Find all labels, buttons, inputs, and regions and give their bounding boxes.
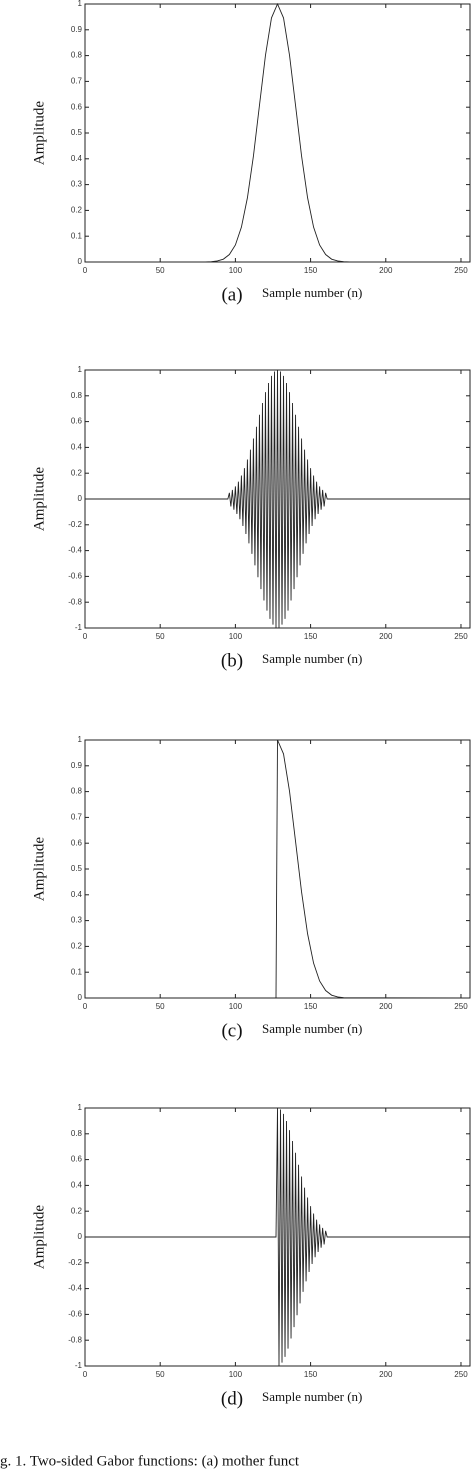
x-tick-label: 50 [156,632,165,641]
y-tick-label: 0.2 [71,1206,83,1215]
x-axis-label: Sample number (n) [262,285,362,300]
y-tick-label: 0.2 [71,206,83,215]
y-tick-label: 0 [78,494,83,503]
x-tick-label: 150 [304,1002,318,1011]
figure-caption: g. 1. Two-sided Gabor functions: (a) mot… [0,1453,300,1469]
x-tick-label: 150 [304,266,318,275]
y-tick-label: 0.8 [71,51,83,60]
y-tick-label: -0.2 [68,1258,82,1267]
y-tick-label: 0.8 [71,391,83,400]
y-tick-label: 0.6 [71,1155,83,1164]
x-tick-label: 0 [83,1370,88,1379]
x-tick-label: 150 [304,632,318,641]
y-tick-label: 0.8 [71,1129,83,1138]
y-tick-label: 0.3 [71,916,83,925]
y-tick-label: 0.9 [71,25,83,34]
x-axis-label: Sample number (n) [262,651,362,666]
y-tick-label: 0.3 [71,180,83,189]
y-tick-label: -0.6 [68,572,82,581]
signal-line [85,2,470,263]
x-tick-label: 100 [229,632,243,641]
x-tick-label: 150 [304,1370,318,1379]
x-tick-label: 100 [229,1002,243,1011]
y-tick-label: 0.6 [71,838,83,847]
y-tick-label: 0.7 [71,77,83,86]
y-tick-label: 0.5 [71,128,83,137]
y-tick-label: -0.4 [68,1284,82,1293]
y-tick-label: -0.2 [68,520,82,529]
y-tick-label: -1 [75,623,83,632]
x-tick-label: 200 [379,632,393,641]
x-tick-label: 200 [379,266,393,275]
y-tick-label: 0.2 [71,468,83,477]
x-tick-label: 100 [229,266,243,275]
y-tick-label: -0.6 [68,1310,82,1319]
x-tick-label: 0 [83,266,88,275]
y-tick-label: 0.1 [71,967,83,976]
x-tick-label: 200 [379,1002,393,1011]
y-tick-label: 1 [78,0,83,8]
y-tick-label: 0.1 [71,231,83,240]
y-tick-label: 0.5 [71,864,83,873]
y-tick-label: 0 [78,993,83,1002]
y-tick-label: -0.4 [68,546,82,555]
y-axis-label: Amplitude [31,1205,47,1270]
x-tick-label: 250 [454,1370,468,1379]
x-tick-label: 250 [454,1002,468,1011]
x-tick-label: 50 [156,1002,165,1011]
y-tick-label: 1 [78,365,83,374]
y-tick-label: -0.8 [68,1335,82,1344]
y-tick-label: 0.9 [71,761,83,770]
x-tick-label: 0 [83,632,88,641]
y-tick-label: 0.7 [71,813,83,822]
x-axis-label: Sample number (n) [262,1021,362,1036]
plot-frame [84,3,471,263]
y-tick-label: 0.6 [71,102,83,111]
x-tick-label: 50 [156,266,165,275]
y-tick-label: 0 [78,1232,83,1241]
y-tick-label: 0.4 [71,154,83,163]
x-tick-label: 0 [83,1002,88,1011]
panel-label: (a) [221,284,242,305]
panel-label: (d) [221,1388,243,1409]
y-tick-label: 0.8 [71,787,83,796]
signal-line [85,369,470,628]
x-axis-label: Sample number (n) [262,1389,362,1404]
panel-label: (c) [221,1020,242,1041]
panel-label: (b) [221,650,243,671]
y-tick-label: 0 [78,257,83,266]
x-tick-label: 50 [156,1370,165,1379]
y-tick-label: 0.4 [71,1181,83,1190]
y-tick-label: 0.6 [71,417,83,426]
signal-line [85,1107,470,1366]
x-tick-label: 200 [379,1370,393,1379]
y-axis-label: Amplitude [31,467,47,532]
signal-line [85,739,471,999]
y-tick-label: 0.4 [71,890,83,899]
x-tick-label: 250 [454,266,468,275]
x-tick-label: 100 [229,1370,243,1379]
y-axis-label: Amplitude [31,101,47,166]
x-tick-label: 250 [454,632,468,641]
y-tick-label: 1 [78,1103,83,1112]
y-tick-label: 1 [78,735,83,744]
y-tick-label: 0.2 [71,942,83,951]
y-axis-label: Amplitude [31,837,47,902]
y-tick-label: 0.4 [71,443,83,452]
y-tick-label: -1 [75,1361,83,1370]
y-tick-label: -0.8 [68,597,82,606]
